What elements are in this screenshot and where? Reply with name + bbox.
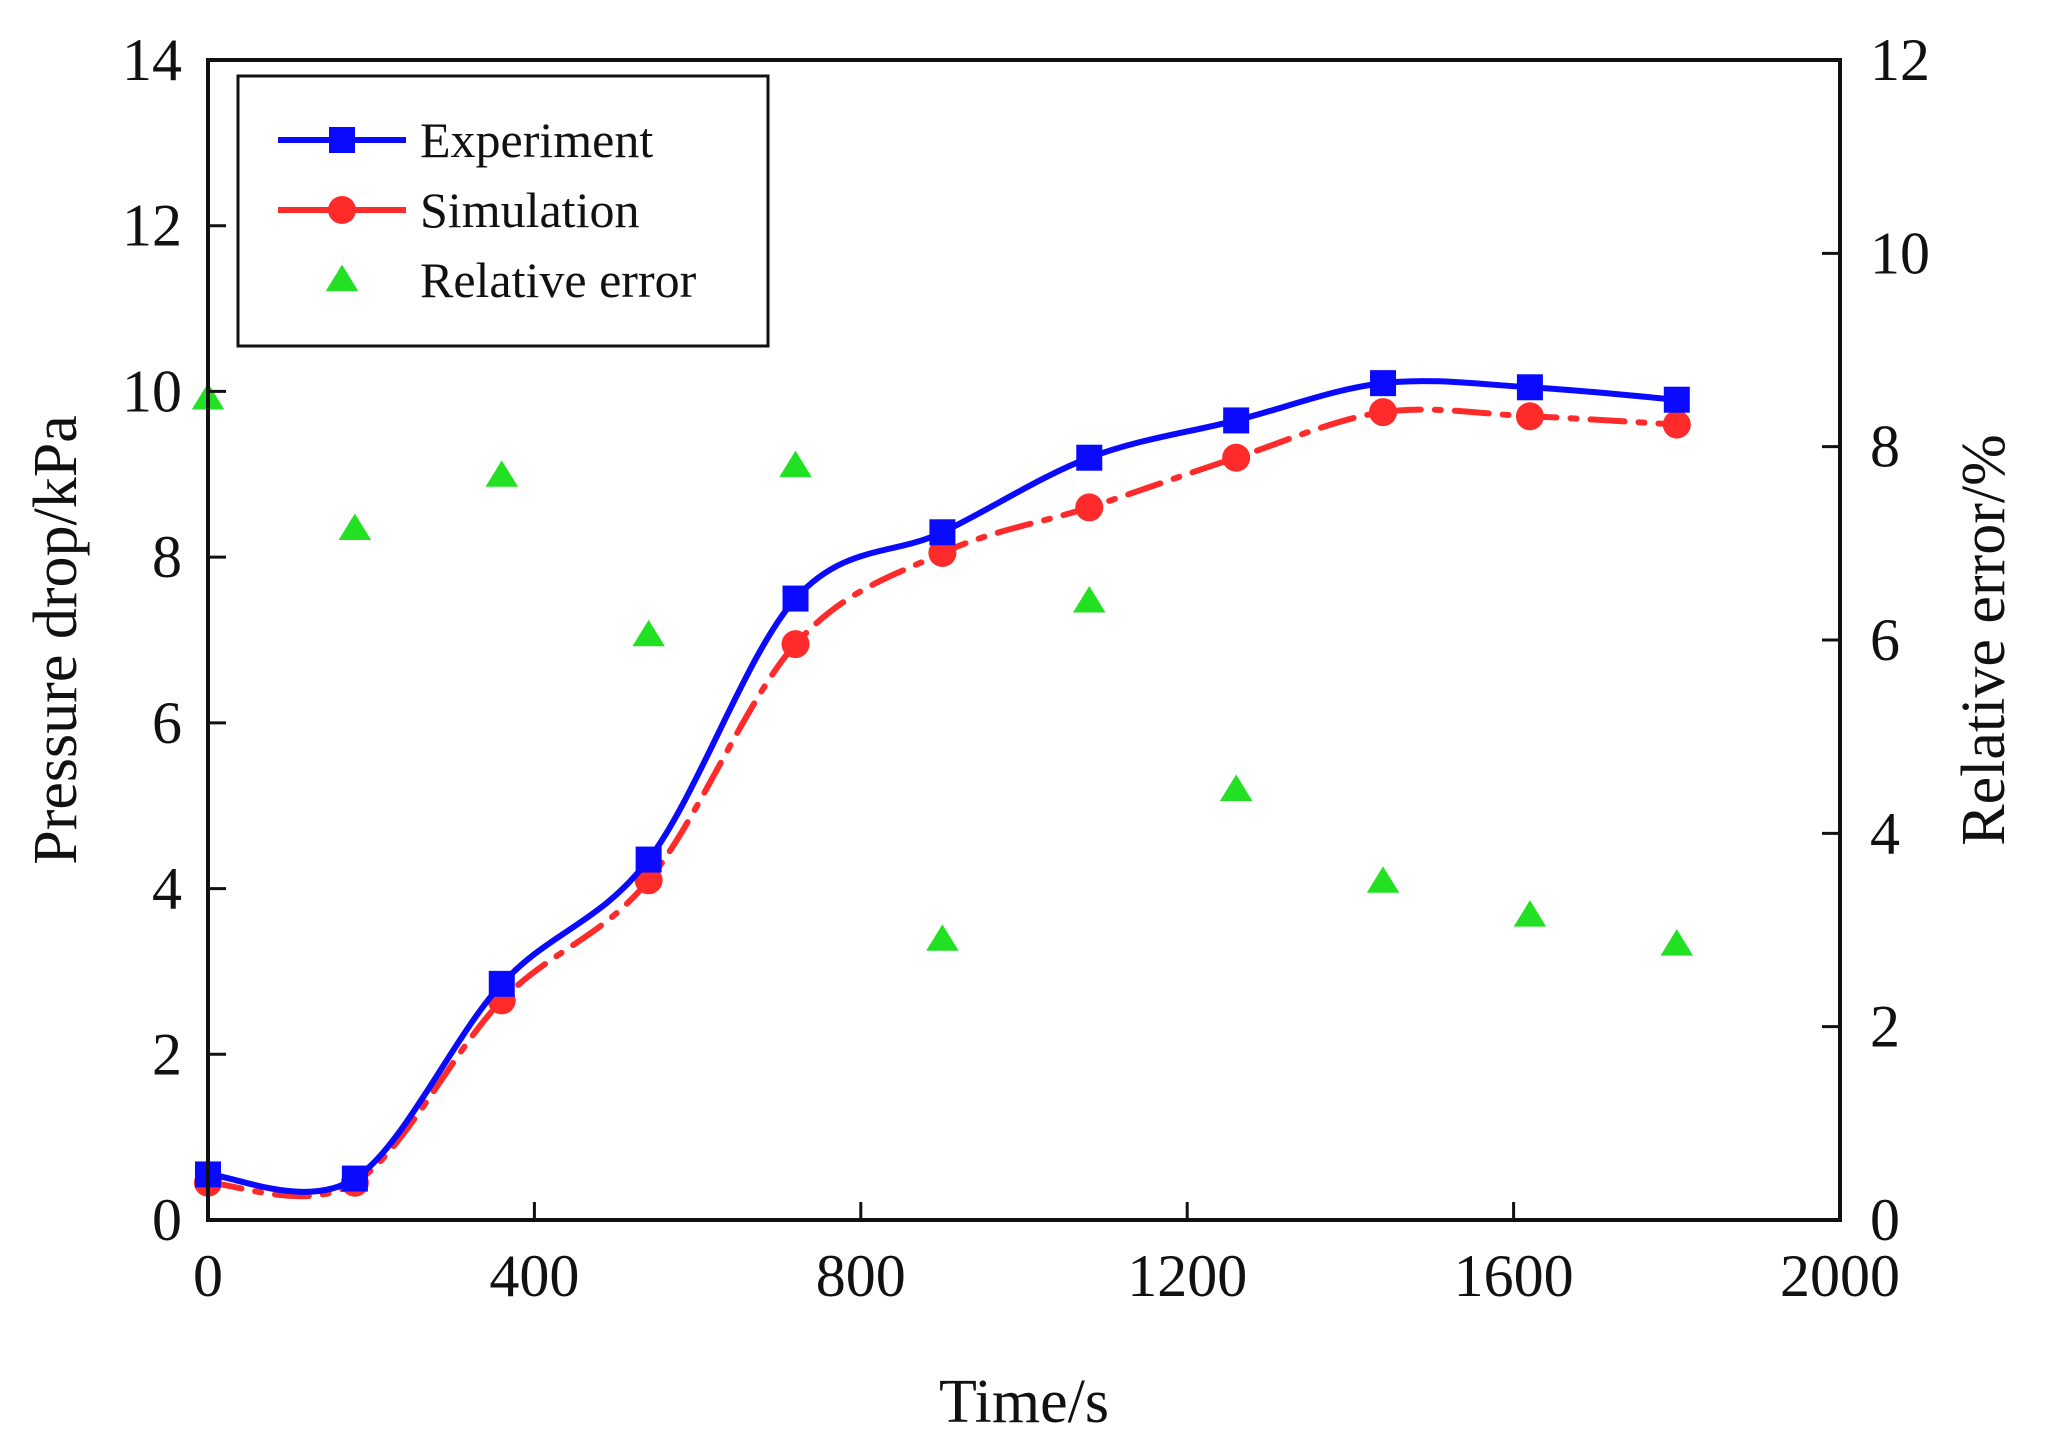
simulation-point — [781, 630, 810, 659]
experiment-point — [488, 970, 515, 997]
x-tick-label: 800 — [816, 1243, 906, 1309]
y-tick-label: 2 — [152, 1021, 182, 1087]
x-axis-title: Time/s — [939, 1368, 1109, 1436]
simulation-point — [1515, 402, 1544, 431]
experiment-point — [1663, 386, 1690, 413]
y2-tick-label: 0 — [1870, 1187, 1900, 1253]
simulation-point — [634, 866, 663, 895]
x-tick-label: 2000 — [1780, 1243, 1900, 1309]
y2-tick-label: 12 — [1870, 27, 1930, 93]
y-tick-label: 10 — [122, 358, 182, 424]
relative-error-point — [926, 924, 959, 951]
legend-label-experiment: Experiment — [420, 112, 653, 168]
y-tick-label: 8 — [152, 524, 182, 590]
y-axis-title: Pressure drop/kPa — [22, 415, 90, 864]
legend: Experiment Simulation Relative error — [236, 74, 770, 348]
legend-marker-experiment — [329, 127, 355, 153]
experiment-point — [635, 846, 662, 873]
legend-item-relative-error: Relative error — [325, 252, 697, 308]
relative-error-point — [338, 513, 372, 540]
relative-error-point — [1219, 774, 1253, 801]
experiment-point — [1370, 370, 1397, 397]
x-tick-label: 1600 — [1454, 1243, 1574, 1309]
simulation-point — [1075, 493, 1104, 522]
simulation-point — [1222, 443, 1251, 472]
legend-marker-relative-error — [325, 264, 359, 292]
y2-tick-label: 6 — [1870, 607, 1900, 673]
legend-item-simulation: Simulation — [278, 182, 639, 238]
simulation-point — [928, 539, 957, 567]
simulation-point — [1369, 398, 1398, 427]
legend-label-simulation: Simulation — [420, 182, 639, 238]
relative-error-point — [1660, 929, 1694, 956]
y2-axis-title: Relative error/% — [1950, 434, 2018, 845]
relative-error-point — [1073, 586, 1106, 613]
experiment-point — [1223, 407, 1250, 434]
y-tick-label: 6 — [152, 690, 182, 756]
relative-error-point — [485, 460, 519, 487]
experiment-series-line — [205, 378, 1680, 1195]
y2-tick-label: 4 — [1870, 800, 1900, 866]
y2-tick-label: 10 — [1870, 220, 1930, 286]
x-tick-label: 400 — [489, 1243, 579, 1309]
relative-error-point — [632, 619, 665, 647]
y-tick-label: 0 — [152, 1187, 182, 1253]
experiment-point — [1076, 444, 1103, 471]
x-tick-label: 0 — [193, 1243, 223, 1309]
legend-item-experiment: Experiment — [278, 112, 653, 168]
y2-tick-label: 2 — [1870, 994, 1900, 1060]
plot-area — [191, 370, 1694, 1200]
y-tick-label: 12 — [122, 193, 182, 259]
relative-error-point — [779, 450, 812, 478]
y-tick-label: 4 — [152, 856, 182, 922]
experiment-point — [341, 1165, 368, 1192]
simulation-series-line — [205, 406, 1680, 1200]
experiment-point — [782, 585, 809, 612]
x-tick-label: 1200 — [1127, 1243, 1247, 1309]
relative-error-point — [1366, 866, 1400, 893]
experiment-point — [929, 519, 956, 546]
legend-label-relative-error: Relative error — [420, 252, 697, 308]
experiment-point — [1516, 374, 1543, 401]
y-tick-label: 14 — [122, 27, 182, 93]
simulation-point — [1662, 410, 1691, 439]
y2-tick-label: 8 — [1870, 414, 1900, 480]
legend-marker-simulation — [328, 196, 356, 224]
relative-error-point — [1513, 900, 1547, 927]
